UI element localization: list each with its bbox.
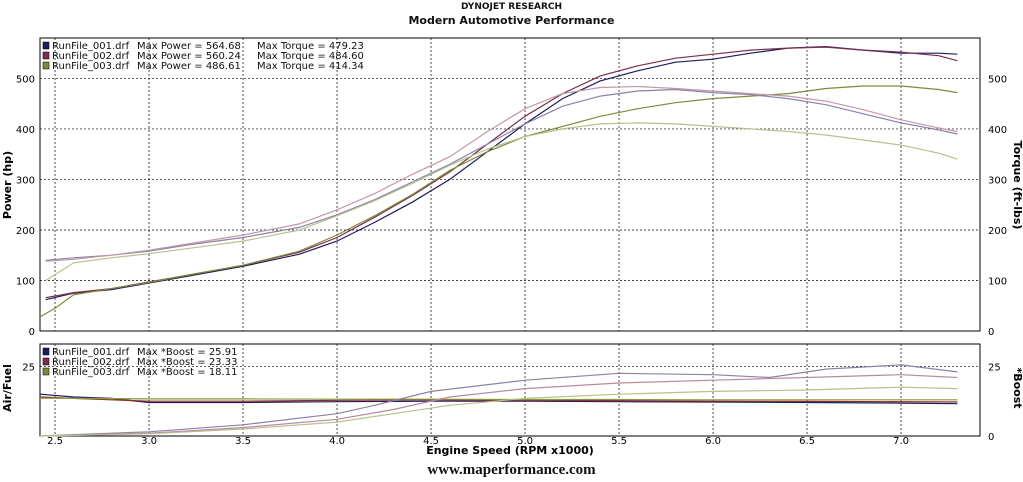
x-tick-label: 6.0 [705,436,721,447]
upper-y-left-tick: 300 [16,175,35,186]
upper-legend-swatch [42,61,50,70]
upper-legend-torque_label: Max Torque = 484.60 [257,51,364,62]
upper-legend-power_label: Max Power = 564.68 [137,41,241,52]
upper-series-runfile_003-power [39,85,958,318]
upper-y-right-tick: 200 [988,226,1007,237]
upper-legend-file: RunFile_001.drf [52,41,130,52]
upper-y-left-tick: 200 [16,226,35,237]
upper-legend-power_label: Max Power = 486.61 [137,61,241,72]
lower-y-right-tick: 0 [988,432,994,443]
lower-y-right-title: *Boost [1011,367,1023,408]
chart-brand: DYNOJET RESEARCH [460,2,563,12]
upper-series-runfile_003-torque [45,122,958,282]
lower-legend-swatch [42,347,50,356]
upper-y-left-tick: 500 [16,74,35,85]
upper-y-right-tick: 100 [988,276,1007,287]
chart-title: Modern Automotive Performance [408,14,615,27]
upper-plot-frame [39,37,981,332]
upper-legend-torque_label: Max Torque = 414.34 [257,61,364,72]
dyno-chart: 0 100 200 300 400 500 0 100 200 300 400 500 RunFile_… [1,37,1023,457]
lower-y-left-title: Air/Fuel [1,364,14,412]
upper-legend-swatch [42,51,50,60]
upper-series-runfile_001-torque [45,88,958,261]
axis-labels: Engine Speed (RPM x1000) Power (hp) Torq… [1,141,1023,457]
x-tick-label: 4.5 [423,436,439,447]
x-tick-label: 4.0 [329,436,345,447]
upper-y-left-tick: 400 [16,125,35,136]
lower-legend-file: RunFile_003.drf [52,367,130,378]
upper-y-right-tick: 400 [988,125,1007,136]
lower-legend-swatch [42,357,50,366]
x-tick-label: 6.5 [799,436,815,447]
lower-legend-boost_label: Max *Boost = 18.11 [137,367,237,378]
lower-y-left-tick: 25 [22,362,35,373]
upper-legend-torque_label: Max Torque = 479.23 [257,41,364,52]
upper-y-right-tick: 500 [988,74,1007,85]
upper-legend-swatch [42,41,50,50]
lower-y-right-tick: 25 [988,362,1001,373]
x-tick-label: 3.0 [141,436,157,447]
lower-legend-file: RunFile_002.drf [52,357,130,368]
website-footer: www.maperformance.com [427,462,596,478]
upper-legend-power_label: Max Power = 560.24 [137,51,241,62]
upper-legend-file: RunFile_002.drf [52,51,130,62]
upper-y-left-tick: 100 [16,276,35,287]
lower-legend-boost_label: Max *Boost = 25.91 [137,347,237,358]
x-axis-title: Engine Speed (RPM x1000) [426,444,594,457]
lower-legend-file: RunFile_001.drf [52,347,130,358]
lower-legend-swatch [42,367,50,376]
x-tick-label: 5.0 [517,436,533,447]
upper-y-left-title: Power (hp) [1,151,14,219]
upper-series-runfile_002-torque [45,85,958,262]
x-tick-label: 5.5 [611,436,627,447]
lower-series-runfile_001-boost [39,364,958,437]
upper-legend-file: RunFile_003.drf [52,61,130,72]
x-tick-label: 7.0 [893,436,909,447]
upper-y-right-tick: 0 [988,327,994,338]
lower-series-runfile_003-air_fuel [39,397,958,401]
upper-y-right-tick: 300 [988,175,1007,186]
lower-panel: 25 0 25 RunFile_001.drf Max *Boost = 25.91 Ru… [22,343,1001,443]
x-tick-label: 3.5 [235,436,251,447]
lower-legend-boost_label: Max *Boost = 23.33 [137,357,237,368]
lower-series-runfile_003-boost [39,386,958,437]
upper-panel: 0 100 200 300 400 500 0 100 200 300 400 500 RunFile_… [16,37,1007,338]
x-tick-label: 2.5 [47,436,63,447]
upper-y-left-tick: 0 [29,327,35,338]
upper-y-right-title: Torque (ft-lbs) [1011,141,1023,230]
